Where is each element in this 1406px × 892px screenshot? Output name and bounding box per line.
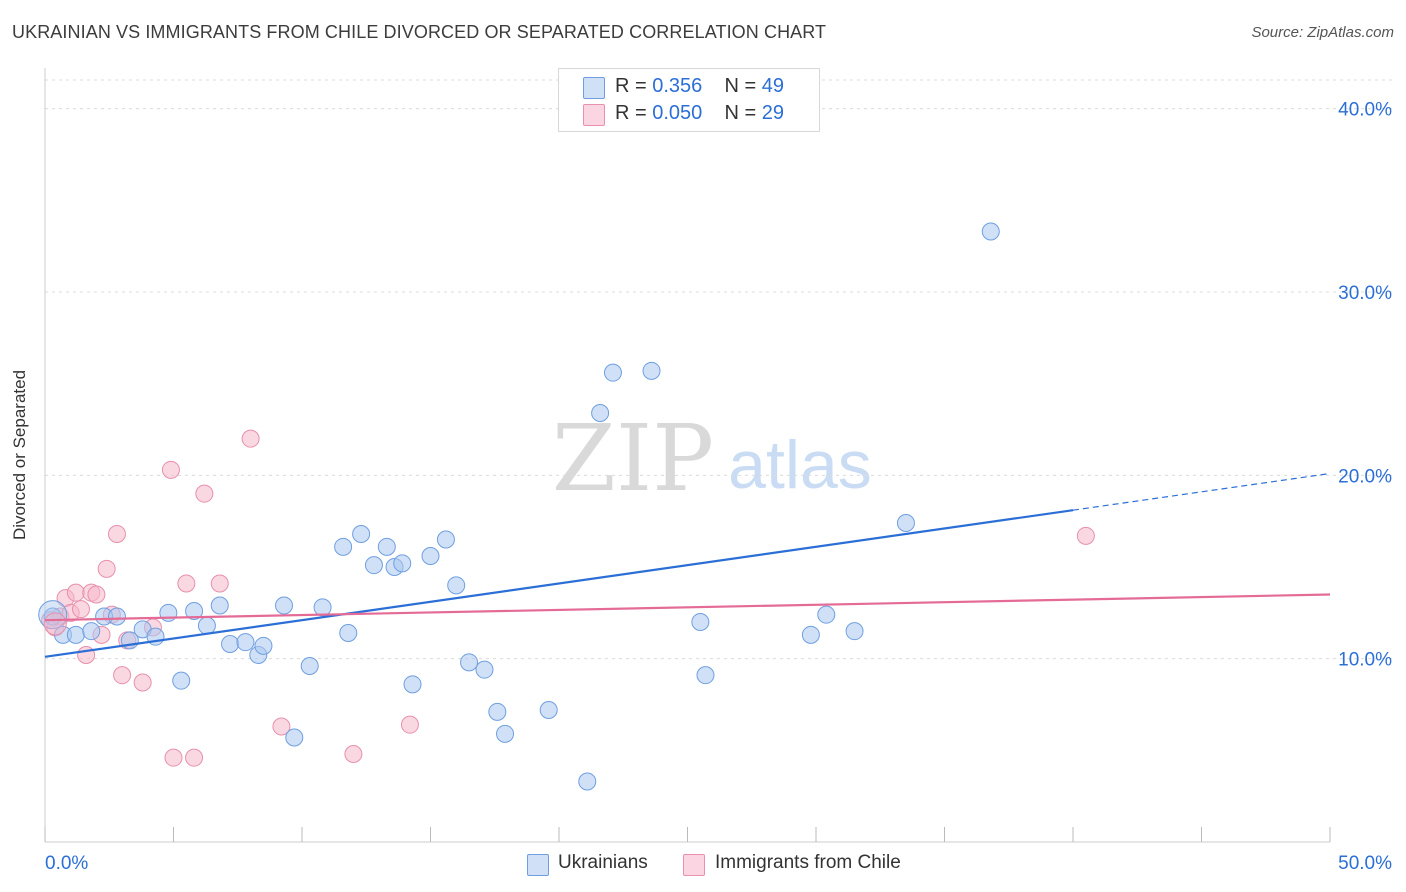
legend-swatch-chile (583, 104, 605, 126)
ukrainian-point (691, 613, 710, 631)
ukrainian-point (393, 554, 412, 573)
legend-n-label: N = (724, 102, 757, 124)
legend-n-value: 29 (761, 102, 785, 124)
legend-r-value: 0.050 (652, 102, 703, 124)
ukrainian-point (981, 222, 1000, 241)
bottom-legend-swatch-ukrainians (527, 854, 549, 876)
chile-point (133, 673, 152, 692)
legend: R = 0.356 N = 49 R = 0.050 N = 29 (558, 68, 820, 132)
source-label: Source: ZipAtlas.com (1251, 24, 1394, 41)
bottom-legend-label-chile: Immigrants from Chile (715, 852, 901, 873)
ukrainian-point (539, 701, 558, 719)
ukrainian-point (845, 622, 864, 641)
ukrainian-point (236, 633, 255, 652)
ukrainian-point (313, 598, 332, 617)
ukrainian-point (66, 625, 85, 644)
y-tick-label: 40.0% (1338, 100, 1392, 121)
x-tick-label: 0.0% (45, 853, 88, 874)
ukrainian-point (801, 625, 820, 644)
ukrainian-point (496, 724, 515, 743)
legend-r-label: R = (615, 102, 647, 124)
bottom-legend-swatch-chile (683, 854, 705, 876)
chile-point (344, 745, 363, 763)
chile-point (107, 525, 126, 543)
ukrainian-point (285, 728, 304, 747)
ukrainian-point (107, 607, 126, 626)
chile-point (185, 748, 204, 767)
chile-point (97, 559, 116, 578)
ukrainian-point (334, 537, 353, 556)
bottom-legend-label-ukrainians: Ukrainians (558, 852, 648, 873)
ukrainian-point (254, 636, 273, 655)
ukrainian-point (447, 576, 466, 595)
ukrainian-point (339, 624, 358, 642)
ukrainian-point (460, 653, 479, 672)
chile-point (177, 574, 196, 593)
chile-point (161, 460, 180, 479)
ukrainian-point (197, 616, 216, 635)
chile-point (1076, 526, 1095, 545)
watermark-atlas: atlas (728, 427, 872, 503)
ukrainian-point (352, 525, 371, 543)
watermark-zip: ZIP (552, 405, 714, 512)
chile-point (113, 666, 132, 685)
legend-swatch-ukrainians (583, 77, 605, 99)
legend-text-chile: R = 0.050 N = 29 (615, 102, 784, 125)
chile-point (66, 583, 85, 602)
chile-point (164, 748, 183, 767)
ukrainian-point (578, 772, 597, 791)
chile-point (241, 429, 260, 448)
ukrainian-point (377, 537, 396, 556)
legend-n-label: N = (724, 75, 757, 97)
ukrainian-point (696, 666, 715, 685)
y-tick-label: 10.0% (1338, 650, 1392, 671)
ukrainian-point-large (38, 600, 68, 630)
chile-point-large (43, 612, 67, 636)
x-tick-label: 50.0% (1338, 853, 1392, 874)
chile-point (195, 484, 214, 503)
ukrainian-point (82, 622, 101, 641)
legend-r-value: 0.356 (652, 75, 703, 97)
ukrainian-point (403, 675, 422, 694)
ukrainian-point (475, 660, 494, 679)
ukrainian-point (300, 657, 319, 675)
ukrainian-point (364, 556, 383, 575)
ukrainian-point (896, 514, 915, 532)
y-tick-label: 30.0% (1338, 283, 1392, 304)
chile-point (272, 717, 291, 736)
legend-text-ukrainians: R = 0.356 N = 49 (615, 75, 784, 98)
ukrainian-point (603, 363, 622, 382)
ukrainian-point (591, 404, 610, 422)
legend-n-value: 49 (761, 75, 785, 97)
ukrainian-point (221, 635, 240, 653)
y-tick-label: 20.0% (1338, 466, 1392, 487)
ukrainian-trend-line (44, 509, 1074, 658)
legend-r-label: R = (615, 75, 647, 97)
ukrainian-point (436, 530, 455, 549)
chile-trend-line (44, 593, 1331, 622)
ukrainian-point (421, 547, 440, 565)
ukrainian-point (488, 702, 507, 721)
chile-point (210, 574, 229, 593)
ukrainian-point (210, 596, 229, 615)
ukrainian-point (275, 596, 294, 615)
chile-point (71, 600, 90, 619)
ukrainian-point (185, 602, 204, 620)
chile-point (87, 585, 106, 604)
chart-title: UKRAINIAN VS IMMIGRANTS FROM CHILE DIVOR… (12, 22, 827, 42)
ukrainian-point (172, 671, 191, 690)
ukrainian-point (642, 361, 661, 380)
ukrainian-point (817, 605, 836, 624)
ukrainian-trend-extension (1072, 472, 1331, 511)
chile-point (400, 715, 419, 734)
